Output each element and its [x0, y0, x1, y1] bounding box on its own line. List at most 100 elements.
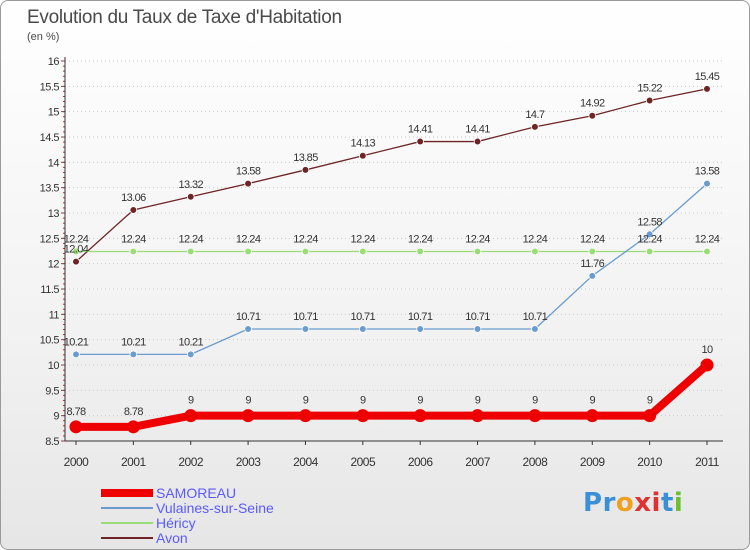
data-label: 9 — [417, 395, 423, 407]
data-point — [703, 179, 711, 188]
data-point — [186, 192, 195, 201]
data-label: 14.92 — [580, 98, 605, 110]
y-tick-label: 11.5 — [40, 284, 59, 296]
data-point — [126, 420, 140, 434]
data-label: 12.24 — [695, 234, 720, 246]
chart-subtitle: (en %) — [27, 31, 60, 43]
y-tick-label: 11 — [49, 309, 60, 321]
logo-letter: x — [634, 488, 652, 518]
logo-letter: P — [583, 488, 603, 518]
data-label: 9 — [360, 395, 366, 407]
x-tick-label: 2009 — [580, 455, 606, 469]
data-point — [473, 137, 482, 146]
data-label: 8.78 — [66, 406, 85, 418]
data-point — [241, 409, 255, 423]
y-tick-label: 16 — [48, 56, 60, 68]
x-tick-label: 2005 — [350, 455, 376, 469]
data-point — [531, 123, 539, 131]
data-label: 12.24 — [64, 234, 89, 246]
y-tick-label: 14.5 — [40, 132, 60, 144]
data-label: 13.58 — [236, 166, 261, 178]
data-label: 14.13 — [351, 138, 376, 150]
legend-swatch — [101, 537, 153, 539]
data-point — [186, 350, 195, 359]
legend-swatch — [101, 507, 153, 509]
data-point — [531, 247, 539, 256]
data-point — [528, 409, 542, 423]
data-point — [416, 137, 424, 146]
y-tick-label: 15 — [48, 107, 60, 119]
x-tick-label: 2004 — [293, 455, 319, 469]
data-point — [72, 247, 80, 256]
data-label: 15.22 — [637, 83, 662, 95]
data-point — [531, 325, 539, 333]
data-label: 10.21 — [121, 336, 146, 348]
data-label: 12.58 — [637, 216, 662, 228]
data-point — [416, 247, 424, 256]
y-tick-label: 10.5 — [40, 335, 60, 347]
legend-swatch — [101, 489, 153, 497]
legend: SAMOREAU Vulaines-sur-Seine Héricy Avon — [101, 485, 401, 546]
data-point — [645, 230, 654, 239]
data-point — [643, 409, 657, 423]
x-tick-label: 2002 — [178, 455, 204, 469]
data-point — [301, 325, 310, 333]
x-tick-label: 2011 — [695, 455, 720, 469]
data-label: 9 — [532, 395, 538, 407]
x-tick-label: 2000 — [64, 455, 90, 469]
data-point — [301, 247, 310, 256]
data-point — [588, 111, 597, 120]
data-label: 9 — [647, 395, 653, 407]
data-point — [700, 358, 714, 372]
data-point — [244, 179, 252, 188]
legend-label: Vulaines-sur-Seine — [156, 500, 274, 516]
data-label: 12.24 — [465, 234, 490, 246]
data-point — [72, 350, 80, 359]
data-point — [129, 350, 138, 359]
data-label: 9 — [245, 395, 251, 407]
series-line — [76, 362, 710, 431]
data-label: 10.71 — [523, 311, 548, 323]
data-label: 15.45 — [695, 71, 720, 83]
x-tick-label: 2003 — [236, 455, 262, 469]
data-point — [645, 96, 654, 105]
data-label: 10.71 — [465, 311, 490, 323]
data-label: 10.71 — [236, 311, 261, 323]
data-point — [703, 247, 711, 256]
data-point — [359, 247, 367, 256]
data-point — [588, 247, 597, 256]
data-label: 12.24 — [178, 234, 203, 246]
data-point — [72, 257, 80, 266]
x-tick-label: 2010 — [637, 455, 663, 469]
y-tick-label: 9.5 — [45, 385, 59, 397]
data-point — [186, 247, 195, 256]
data-label: 12.04 — [64, 244, 89, 256]
data-label: 14.41 — [408, 124, 433, 136]
data-label: 10.21 — [64, 336, 89, 348]
y-tick-label: 8.5 — [45, 436, 59, 448]
data-point — [416, 325, 424, 333]
x-tick-label: 2007 — [465, 455, 491, 469]
data-label: 12.24 — [293, 234, 318, 246]
data-label: 13.58 — [695, 166, 720, 178]
legend-item: Avon — [101, 530, 401, 546]
data-label: 12.24 — [408, 234, 433, 246]
data-point — [703, 85, 711, 93]
data-label: 12.24 — [523, 234, 548, 246]
y-tick-label: 12 — [48, 259, 60, 271]
data-point — [356, 409, 370, 423]
data-label: 10.71 — [293, 311, 318, 323]
data-point — [588, 272, 597, 280]
logo-letter: i — [651, 488, 661, 518]
y-tick-label: 10 — [48, 360, 60, 372]
data-point — [359, 325, 367, 333]
data-label: 10.21 — [178, 336, 203, 348]
data-label: 12.24 — [121, 234, 146, 246]
series-line — [76, 183, 708, 356]
data-label: 9 — [303, 395, 309, 407]
data-label: 12.24 — [637, 234, 662, 246]
x-tick-label: 2006 — [408, 455, 434, 469]
data-label: 8.78 — [124, 406, 143, 418]
data-label: 11.76 — [580, 258, 604, 270]
data-label: 10 — [701, 344, 713, 356]
